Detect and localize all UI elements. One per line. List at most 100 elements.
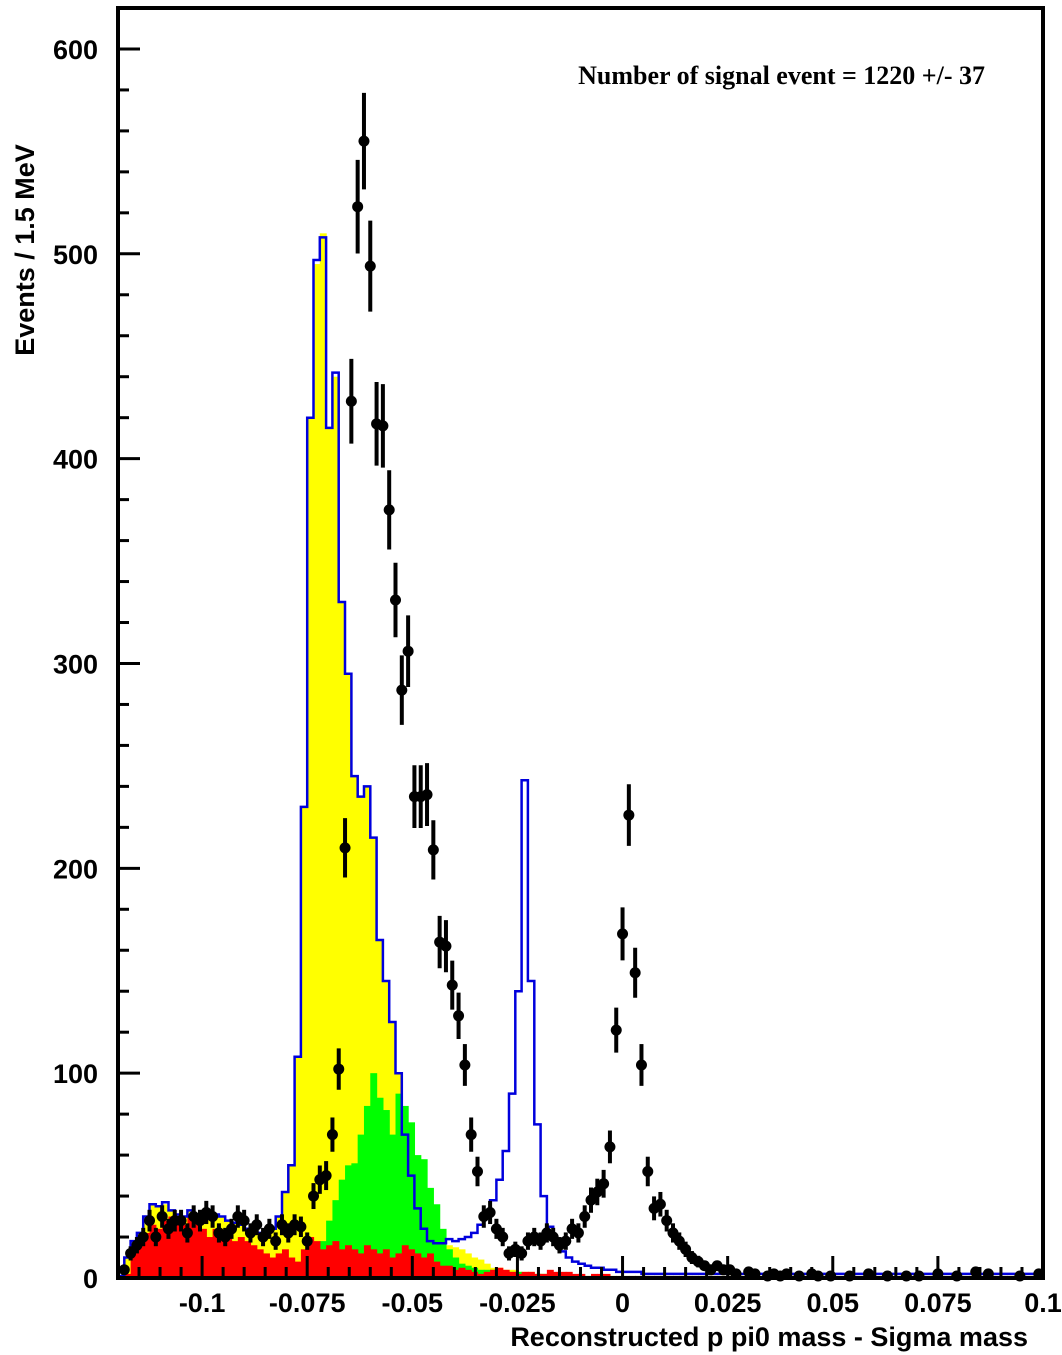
yellow-bin-bar <box>326 427 334 1279</box>
data-point <box>598 1178 610 1190</box>
yellow-bin-bar <box>363 786 371 1278</box>
red-bin-bar <box>124 1273 132 1278</box>
x-tick-label: 0.075 <box>904 1288 972 1318</box>
yellow-bin-bar <box>313 264 321 1278</box>
yellow-bin-bar <box>300 806 308 1278</box>
data-point <box>257 1231 269 1243</box>
red-bin-bar <box>193 1220 201 1278</box>
red-bin-bar <box>294 1261 302 1278</box>
data-point <box>251 1219 263 1231</box>
data-point <box>654 1198 666 1210</box>
red-bin-bar <box>136 1241 144 1278</box>
data-point <box>125 1247 137 1259</box>
data-point <box>635 1059 647 1071</box>
yellow-bin-bar <box>357 796 365 1278</box>
red-bin-bar <box>244 1241 252 1278</box>
red-bin-bar <box>559 1271 567 1278</box>
data-point <box>585 1194 597 1206</box>
red-bin-bar <box>395 1253 403 1278</box>
green-bin-bar <box>332 1200 340 1278</box>
red-bin-bar <box>502 1269 510 1278</box>
data-point <box>301 1235 313 1247</box>
yellow-bin-bar <box>477 1259 485 1278</box>
red-bin-bar <box>237 1237 245 1278</box>
data-point <box>364 260 376 272</box>
red-bin-bar <box>187 1216 195 1278</box>
red-bin-bar <box>338 1249 346 1278</box>
red-bin-bar <box>527 1271 535 1278</box>
data-point <box>137 1231 149 1243</box>
y-tick-label: 0 <box>83 1264 98 1294</box>
red-bin-bar <box>439 1265 447 1278</box>
yellow-bin-bar <box>345 673 352 1278</box>
data-point <box>276 1219 288 1231</box>
yellow-bin-bar <box>269 1228 277 1278</box>
red-bin-bar <box>496 1267 504 1278</box>
green-bin-bar <box>414 1155 422 1278</box>
data-point <box>484 1206 496 1218</box>
red-bin-bar <box>149 1224 157 1278</box>
red-bin-bar <box>275 1253 283 1278</box>
data-point <box>591 1186 603 1198</box>
red-bin-bar <box>420 1257 428 1278</box>
data-point <box>352 201 364 213</box>
data-point <box>390 594 401 606</box>
y-tick-label: 400 <box>53 445 98 475</box>
y-tick-label: 600 <box>53 35 98 65</box>
data-point <box>326 1129 338 1141</box>
green-bin-bar <box>439 1228 447 1278</box>
red-bin-bar <box>521 1271 529 1278</box>
data-point <box>572 1227 584 1239</box>
y-axis-title: Events / 1.5 MeV <box>10 144 40 356</box>
data-point <box>471 1165 483 1177</box>
red-bin-bar <box>603 1273 611 1278</box>
x-tick-label: -0.05 <box>382 1288 444 1318</box>
signal-count-annotation: Number of signal event = 1220 +/- 37 <box>578 61 985 90</box>
red-bin-bar <box>382 1249 390 1278</box>
data-point <box>339 842 351 854</box>
green-bin-bar <box>345 1165 352 1278</box>
yellow-bin-bar <box>332 376 340 1278</box>
red-bin-bar <box>401 1245 409 1278</box>
data-point <box>427 844 439 856</box>
data-point <box>226 1223 238 1235</box>
data-point <box>295 1221 307 1233</box>
red-bin-bar <box>414 1253 422 1278</box>
data-point <box>661 1215 673 1227</box>
red-bin-bar <box>319 1249 327 1278</box>
yellow-bin-bar <box>351 776 359 1278</box>
data-point <box>421 789 433 801</box>
green-bin-bar <box>408 1122 416 1278</box>
data-point <box>579 1211 591 1223</box>
data-point <box>244 1227 256 1239</box>
x-tick-label: -0.1 <box>179 1288 226 1318</box>
axis-ticks-group: 0 100 200 300 400 500 600 -0.1 -0.075 -0.05 -0.025… <box>53 6 1062 1318</box>
red-bin-bar <box>263 1253 270 1278</box>
data-point <box>333 1063 345 1075</box>
x-tick-label: -0.075 <box>269 1288 346 1318</box>
red-bin-bar <box>162 1220 170 1278</box>
red-bin-bar <box>269 1257 277 1278</box>
red-bin-bar <box>313 1241 321 1278</box>
green-bin-bar <box>382 1110 390 1278</box>
green-bin-bar <box>363 1105 371 1278</box>
red-bin-bar <box>370 1249 378 1278</box>
x-tick-label: 0.1 <box>1024 1288 1062 1318</box>
red-bin-bar <box>553 1271 561 1278</box>
red-bin-bar <box>445 1265 453 1278</box>
x-tick-label: 0.05 <box>806 1288 859 1318</box>
red-bin-bar <box>174 1220 182 1278</box>
red-bin-bar <box>433 1261 441 1278</box>
green-bin-bar <box>389 1134 397 1278</box>
red-bin-bar <box>345 1245 352 1278</box>
red-bin-bar <box>464 1269 472 1278</box>
stacked-histogram-fills <box>124 233 1044 1279</box>
data-points-group <box>118 92 1045 1282</box>
data-point <box>440 940 452 952</box>
data-point <box>238 1215 250 1227</box>
red-bin-bar <box>130 1249 138 1278</box>
red-bin-bar <box>288 1257 296 1278</box>
red-bin-bar <box>509 1271 516 1278</box>
green-bin-bar <box>395 1093 403 1278</box>
data-point <box>547 1231 559 1243</box>
